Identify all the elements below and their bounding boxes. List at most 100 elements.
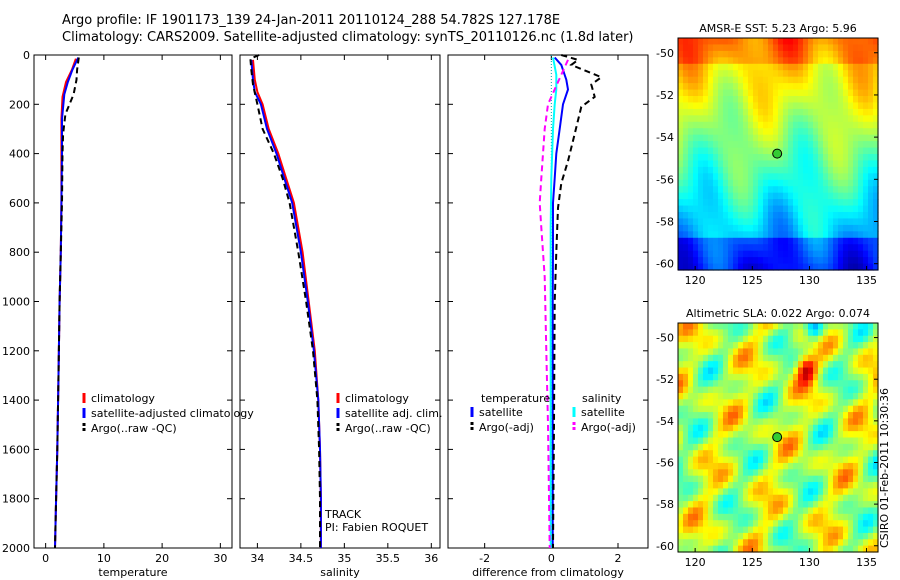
heatmap-cell <box>773 50 779 58</box>
heatmap-cell <box>793 380 799 388</box>
heatmap-cell <box>823 424 829 432</box>
heatmap-cell <box>873 475 879 483</box>
heatmap-cell <box>743 532 749 540</box>
heatmap-cell <box>768 431 774 439</box>
heatmap-cell <box>693 469 699 477</box>
heatmap-cell <box>788 121 794 129</box>
heatmap-cell <box>698 520 704 528</box>
heatmap-cell <box>683 386 689 394</box>
heatmap-cell <box>733 405 739 413</box>
heatmap-cell <box>733 160 739 168</box>
heatmap-cell <box>793 50 799 58</box>
heatmap-cell <box>768 475 774 483</box>
heatmap-cell <box>688 475 694 483</box>
heatmap-cell <box>688 392 694 400</box>
heatmap-cell <box>868 128 874 136</box>
heatmap-cell <box>783 199 789 207</box>
heatmap-cell <box>833 263 839 271</box>
heatmap-cell <box>748 141 754 149</box>
heatmap-cell <box>823 108 829 116</box>
heatmap-cell <box>708 532 714 540</box>
heatmap-cell <box>753 354 759 362</box>
heatmap-cell <box>773 102 779 110</box>
heatmap-cell <box>863 166 869 174</box>
heatmap-cell <box>873 373 879 381</box>
heatmap-cell <box>738 494 744 502</box>
heatmap-cell <box>703 166 709 174</box>
heatmap-cell <box>763 186 769 194</box>
heatmap-cell <box>818 348 824 356</box>
heatmap-cell <box>783 128 789 136</box>
heatmap-cell <box>818 501 824 509</box>
heatmap-cell <box>743 70 749 78</box>
heatmap-cell <box>858 405 864 413</box>
heatmap-cell <box>678 212 684 220</box>
heatmap-cell <box>848 212 854 220</box>
heatmap-cell <box>793 469 799 477</box>
heatmap-cell <box>678 224 684 232</box>
heatmap-cell <box>773 70 779 78</box>
heatmap-cell <box>778 115 784 123</box>
heatmap-cell <box>688 342 694 350</box>
heatmap-cell <box>683 361 689 369</box>
heatmap-cell <box>858 354 864 362</box>
heatmap-cell <box>798 192 804 200</box>
heatmap-cell <box>698 250 704 258</box>
heatmap-cell <box>848 392 854 400</box>
heatmap-cell <box>773 412 779 420</box>
heatmap-cell <box>828 329 834 337</box>
heatmap-cell <box>708 205 714 213</box>
heatmap-cell <box>808 482 814 489</box>
plot-frame <box>239 54 441 549</box>
heatmap-cell <box>758 179 764 187</box>
heatmap-cell <box>698 76 704 84</box>
heatmap-cell <box>803 380 809 388</box>
heatmap-cell <box>723 443 729 451</box>
heatmap-cell <box>708 386 714 394</box>
heatmap-cell <box>688 462 694 470</box>
heatmap-cell <box>698 244 704 252</box>
heatmap-cell <box>713 488 719 496</box>
heatmap-cell <box>808 469 814 477</box>
heatmap-cell <box>778 424 784 432</box>
heatmap-cell <box>768 520 774 528</box>
heatmap-cell <box>743 412 749 420</box>
heatmap-cell <box>753 335 759 343</box>
heatmap-cell <box>778 399 784 407</box>
heatmap-cell <box>693 231 699 239</box>
heatmap-cell <box>763 412 769 420</box>
heatmap-cell <box>748 57 754 65</box>
heatmap-cell <box>758 405 764 413</box>
heatmap-cell <box>813 335 819 343</box>
heatmap-cell <box>678 205 684 213</box>
heatmap-cell <box>833 218 839 226</box>
heatmap-cell <box>818 392 824 400</box>
heatmap-cell <box>783 224 789 232</box>
heatmap-cell <box>758 154 764 162</box>
heatmap-cell <box>793 354 799 362</box>
heatmap-cell <box>768 96 774 104</box>
heatmap-cell <box>763 348 769 356</box>
heatmap-cell <box>733 380 739 388</box>
heatmap-cell <box>748 244 754 252</box>
heatmap-cell <box>828 89 834 97</box>
heatmap-cell <box>833 212 839 220</box>
heatmap-cell <box>718 361 724 369</box>
heatmap-cell <box>848 361 854 369</box>
heatmap-cell <box>743 462 749 470</box>
heatmap-cell <box>738 108 744 116</box>
heatmap-cell <box>773 418 779 426</box>
heatmap-cell <box>823 141 829 149</box>
heatmap-cell <box>713 192 719 200</box>
heatmap-cell <box>713 63 719 71</box>
heatmap-cell <box>693 212 699 220</box>
heatmap-cell <box>738 386 744 394</box>
heatmap-cell <box>813 44 819 52</box>
heatmap-cell <box>683 76 689 84</box>
heatmap-cell <box>873 108 879 116</box>
heatmap-cell <box>713 361 719 369</box>
heatmap-cell <box>698 154 704 162</box>
heatmap-cell <box>848 501 854 509</box>
heatmap-cell <box>808 218 814 226</box>
